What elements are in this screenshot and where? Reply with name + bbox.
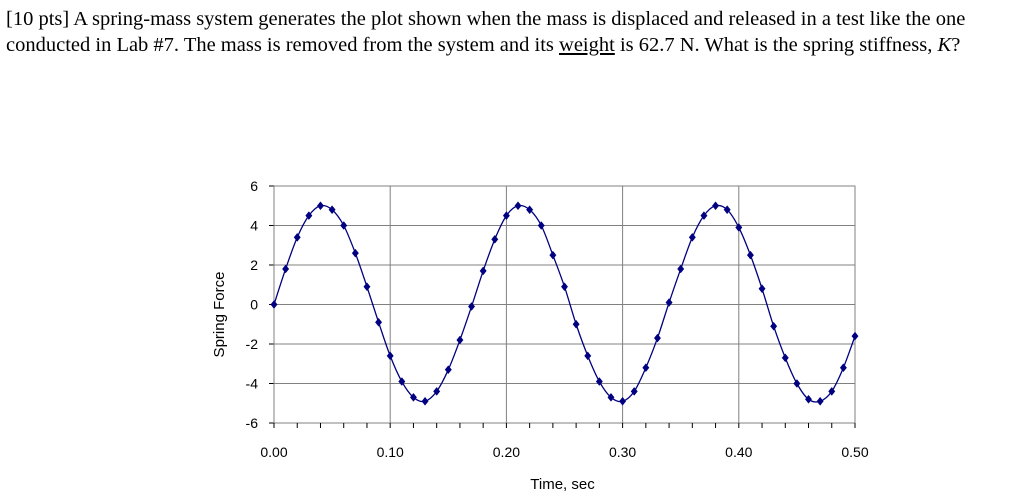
data-point — [793, 379, 801, 388]
question-weight-underlined: weight — [559, 34, 615, 56]
data-point — [491, 234, 499, 244]
data-point — [468, 302, 476, 311]
data-point — [700, 211, 708, 221]
data-point — [514, 201, 522, 211]
data-point — [526, 205, 534, 215]
data-point — [770, 321, 778, 331]
data-point — [456, 335, 464, 345]
x-tick-label: 0.50 — [841, 444, 868, 460]
data-point — [363, 282, 371, 292]
data-point — [398, 377, 406, 386]
data-point — [781, 353, 789, 363]
x-tick-label: 0.40 — [725, 444, 752, 460]
data-point — [375, 317, 383, 327]
data-point — [816, 396, 824, 406]
question-text: [10 pts] A spring-mass system generates … — [6, 6, 1018, 58]
data-point — [595, 377, 603, 386]
x-axis-title: Time, sec — [530, 476, 595, 493]
y-tick-label: -2 — [246, 336, 259, 352]
y-axis-title: Spring Force — [211, 272, 228, 358]
data-point — [688, 232, 696, 242]
y-tick-label: 2 — [250, 257, 258, 273]
data-point — [444, 365, 452, 375]
question-end: ? — [951, 34, 961, 56]
y-tick-label: 4 — [250, 218, 258, 234]
x-tick-label: 0.00 — [260, 444, 287, 460]
data-point — [735, 223, 743, 232]
data-point — [502, 211, 510, 221]
data-point — [758, 284, 766, 294]
data-point — [270, 300, 278, 309]
data-point — [386, 351, 394, 361]
y-tick-label: 6 — [250, 178, 258, 194]
question-k-italic: K — [937, 34, 952, 56]
data-point — [328, 205, 336, 215]
data-point — [282, 264, 290, 274]
y-tick-label: -6 — [246, 415, 259, 431]
data-point — [479, 266, 487, 276]
question-part-1: [10 pts] A spring-mass system generates … — [6, 8, 966, 56]
data-point — [642, 363, 650, 373]
data-point — [293, 232, 301, 242]
data-point — [851, 331, 859, 341]
data-point — [409, 392, 417, 402]
data-point — [712, 201, 720, 211]
data-point — [746, 250, 754, 260]
data-point — [665, 298, 673, 307]
data-point — [804, 394, 813, 404]
data-point — [421, 396, 429, 406]
data-point — [677, 264, 685, 274]
x-tick-label: 0.30 — [609, 444, 636, 460]
data-point — [351, 248, 359, 258]
y-tick-label: 0 — [250, 297, 258, 313]
data-point — [653, 333, 661, 343]
series-line — [273, 204, 856, 403]
data-point — [433, 386, 441, 396]
data-point — [828, 386, 836, 396]
data-point — [723, 205, 731, 215]
data-point — [305, 211, 313, 221]
data-point — [560, 282, 569, 292]
data-point — [340, 221, 348, 230]
data-point — [316, 201, 325, 211]
data-point — [630, 386, 638, 396]
x-tick-label: 0.20 — [493, 444, 520, 460]
data-point — [537, 221, 545, 230]
question-part-2: is 62.7 N. What is the spring stiffness, — [614, 34, 938, 56]
data-point — [549, 250, 557, 260]
y-tick-label: -4 — [246, 376, 259, 392]
data-point — [839, 363, 847, 373]
data-point — [619, 396, 627, 406]
data-point — [572, 319, 580, 329]
data-point — [607, 392, 615, 402]
data-point — [584, 351, 592, 361]
x-tick-label: 0.10 — [377, 444, 404, 460]
